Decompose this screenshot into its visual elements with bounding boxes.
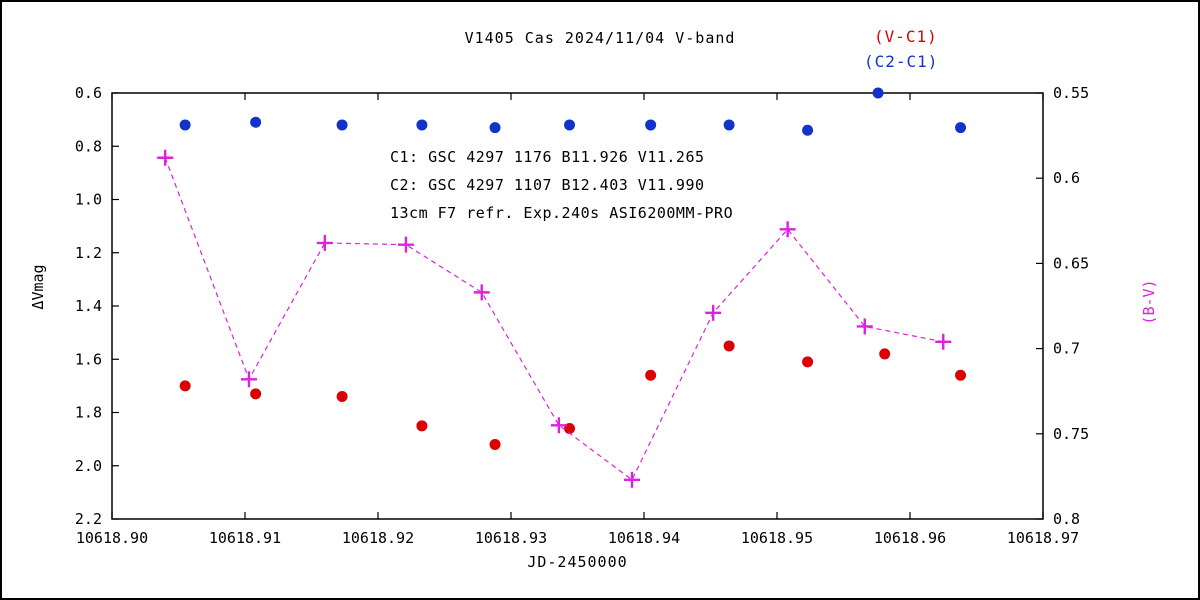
- svg-text:0.6: 0.6: [1053, 169, 1080, 187]
- svg-text:10618.97: 10618.97: [1007, 529, 1079, 547]
- svg-text:2.2: 2.2: [75, 510, 102, 528]
- svg-text:10618.93: 10618.93: [475, 529, 547, 547]
- svg-text:1.6: 1.6: [75, 350, 102, 368]
- svg-text:10618.91: 10618.91: [209, 529, 281, 547]
- svg-text:1.0: 1.0: [75, 191, 102, 209]
- legend-vc1-label: (V-C1): [874, 27, 938, 46]
- svg-text:2.0: 2.0: [75, 457, 102, 475]
- svg-text:0.75: 0.75: [1053, 425, 1089, 443]
- annotation-comparison-c2: C2: GSC 4297 1107 B12.403 V11.990: [390, 176, 705, 194]
- svg-text:1.2: 1.2: [75, 244, 102, 262]
- legend-c2c1-label: (C2-C1): [864, 52, 939, 71]
- svg-text:0.8: 0.8: [75, 137, 102, 155]
- svg-text:10618.95: 10618.95: [741, 529, 813, 547]
- svg-text:10618.96: 10618.96: [874, 529, 946, 547]
- right-axis-title: (B-V): [1140, 279, 1158, 325]
- svg-text:0.8: 0.8: [1053, 510, 1080, 528]
- svg-text:10618.90: 10618.90: [76, 529, 148, 547]
- svg-text:1.8: 1.8: [75, 404, 102, 422]
- svg-text:0.65: 0.65: [1053, 254, 1089, 272]
- annotation-equipment: 13cm F7 refr. Exp.240s ASI6200MM-PRO: [390, 204, 734, 222]
- svg-text:0.6: 0.6: [75, 84, 102, 102]
- svg-text:0.55: 0.55: [1053, 84, 1089, 102]
- chart-title: V1405 Cas 2024/11/04 V-band: [464, 29, 736, 47]
- svg-text:10618.92: 10618.92: [342, 529, 414, 547]
- left-axis-title: ΔVmag: [29, 264, 47, 310]
- annotation-comparison-c1: C1: GSC 4297 1176 B11.926 V11.265: [390, 148, 705, 166]
- svg-text:1.4: 1.4: [75, 297, 102, 315]
- annotation-block: C1: GSC 4297 1176 B11.926 V11.265 C2: GS…: [390, 143, 733, 227]
- x-axis-title: JD-2450000: [527, 553, 628, 571]
- svg-text:0.7: 0.7: [1053, 340, 1080, 358]
- svg-text:10618.94: 10618.94: [608, 529, 680, 547]
